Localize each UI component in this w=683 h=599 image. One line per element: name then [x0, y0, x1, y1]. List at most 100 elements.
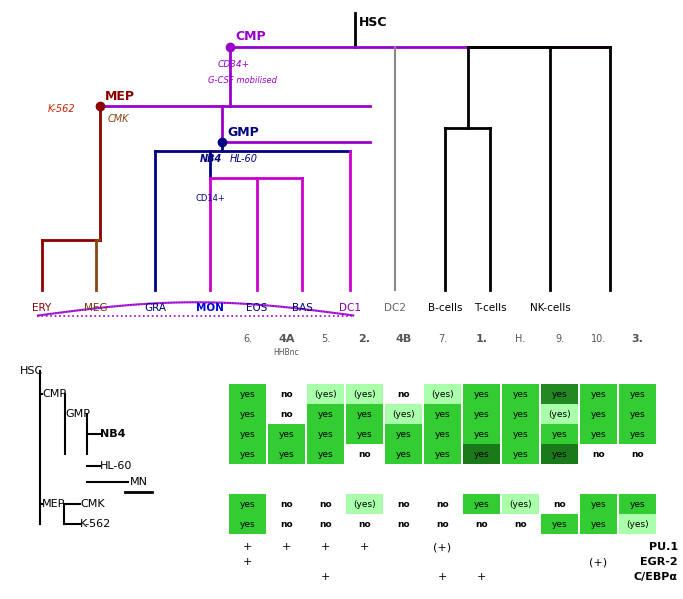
Text: no: no — [436, 519, 449, 529]
Text: HHBnc: HHBnc — [274, 349, 299, 358]
Text: MEP: MEP — [105, 90, 135, 104]
Text: yes: yes — [434, 429, 450, 439]
Text: no: no — [436, 500, 449, 509]
Text: CMK: CMK — [80, 499, 104, 509]
Bar — [463, 404, 500, 424]
Bar — [580, 494, 617, 514]
Text: yes: yes — [591, 519, 607, 529]
Text: MEP: MEP — [42, 499, 66, 509]
Bar — [307, 494, 344, 514]
Text: +: + — [321, 542, 330, 552]
Text: yes: yes — [591, 390, 607, 399]
Text: yes: yes — [591, 500, 607, 509]
Bar — [385, 514, 422, 534]
Text: H.: H. — [516, 334, 526, 344]
Bar — [424, 514, 461, 534]
Text: ERY: ERY — [32, 303, 52, 313]
Text: yes: yes — [513, 429, 529, 439]
Text: +: + — [243, 557, 252, 567]
Text: yes: yes — [395, 450, 411, 459]
Bar — [346, 404, 383, 424]
Text: yes: yes — [552, 390, 568, 399]
Text: yes: yes — [474, 410, 489, 419]
Text: 9.: 9. — [555, 334, 564, 344]
Text: NK-cells: NK-cells — [529, 303, 570, 313]
Text: yes: yes — [434, 450, 450, 459]
Text: +: + — [321, 572, 330, 582]
Bar — [463, 514, 500, 534]
Text: yes: yes — [591, 410, 607, 419]
Bar — [424, 444, 461, 464]
Text: (yes): (yes) — [548, 410, 571, 419]
Text: yes: yes — [279, 450, 294, 459]
Bar — [385, 494, 422, 514]
Text: CD34+: CD34+ — [218, 60, 250, 69]
Text: yes: yes — [513, 410, 529, 419]
Bar — [307, 385, 344, 404]
Bar — [580, 404, 617, 424]
Text: DC2: DC2 — [384, 303, 406, 313]
Bar — [424, 494, 461, 514]
Text: 4B: 4B — [395, 334, 412, 344]
Bar — [463, 385, 500, 404]
Bar — [268, 514, 305, 534]
Bar — [385, 385, 422, 404]
Bar — [580, 385, 617, 404]
Text: 3.: 3. — [632, 334, 643, 344]
Text: CMK: CMK — [108, 114, 130, 123]
Bar — [619, 514, 656, 534]
Bar — [385, 424, 422, 444]
Text: (yes): (yes) — [314, 390, 337, 399]
Text: no: no — [358, 519, 371, 529]
Text: C/EBPα: C/EBPα — [634, 572, 678, 582]
Bar — [346, 385, 383, 404]
Bar — [502, 424, 539, 444]
Text: EGR-2: EGR-2 — [641, 557, 678, 567]
Text: EOS: EOS — [247, 303, 268, 313]
Text: yes: yes — [474, 500, 489, 509]
Bar — [268, 404, 305, 424]
Text: MN: MN — [130, 477, 148, 487]
Bar — [268, 424, 305, 444]
Text: T-cells: T-cells — [474, 303, 506, 313]
Bar — [463, 494, 500, 514]
Bar — [541, 404, 578, 424]
Text: GRA: GRA — [144, 303, 166, 313]
Text: no: no — [475, 519, 488, 529]
Bar — [385, 444, 422, 464]
Text: MEG: MEG — [84, 303, 108, 313]
Text: B-cells: B-cells — [428, 303, 462, 313]
Text: (yes): (yes) — [431, 390, 454, 399]
Bar — [229, 494, 266, 514]
Bar — [619, 404, 656, 424]
Text: 7.: 7. — [438, 334, 447, 344]
Text: yes: yes — [630, 429, 645, 439]
Text: (+): (+) — [434, 542, 451, 552]
Bar — [580, 514, 617, 534]
Bar — [346, 514, 383, 534]
Bar — [268, 494, 305, 514]
Text: no: no — [553, 500, 566, 509]
Text: +: + — [360, 542, 370, 552]
Bar — [346, 424, 383, 444]
Bar — [229, 514, 266, 534]
Bar — [541, 494, 578, 514]
Text: no: no — [280, 390, 293, 399]
Bar — [502, 385, 539, 404]
Text: 5.: 5. — [321, 334, 330, 344]
Text: 1.: 1. — [475, 334, 488, 344]
Bar — [619, 385, 656, 404]
Text: no: no — [592, 450, 605, 459]
Bar — [619, 424, 656, 444]
Text: yes: yes — [318, 429, 333, 439]
Text: MON: MON — [196, 303, 224, 313]
Text: HSC: HSC — [20, 367, 43, 376]
Bar — [502, 444, 539, 464]
Text: 6.: 6. — [243, 334, 252, 344]
Text: yes: yes — [474, 429, 489, 439]
Text: yes: yes — [240, 500, 255, 509]
Text: no: no — [319, 500, 332, 509]
Bar — [346, 444, 383, 464]
Text: DC1: DC1 — [339, 303, 361, 313]
Text: yes: yes — [630, 410, 645, 419]
